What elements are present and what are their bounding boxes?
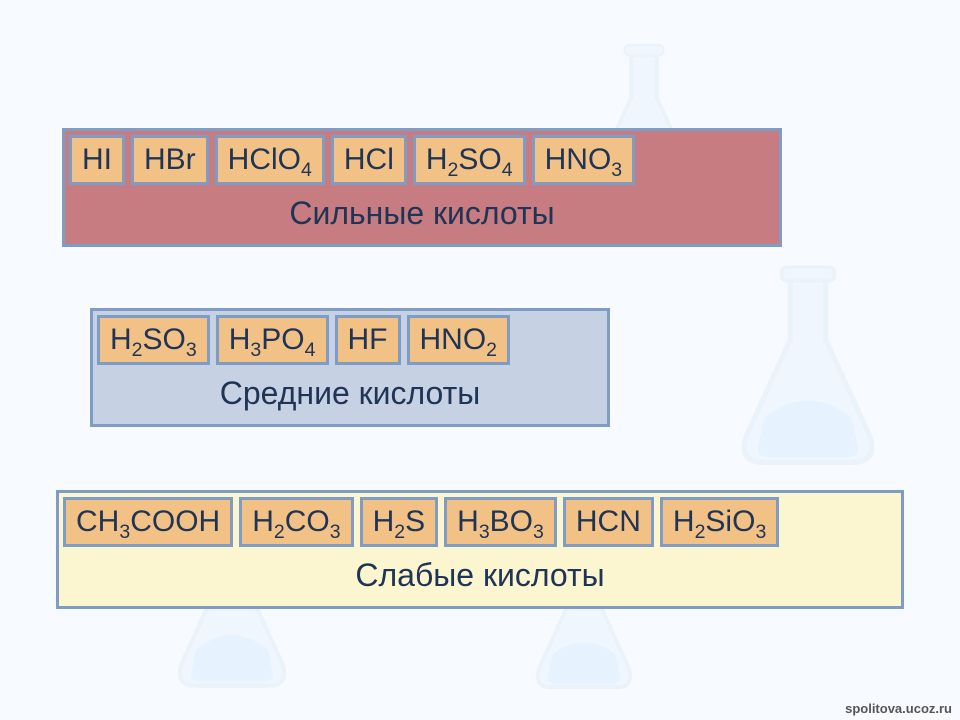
group-label: Средние кислоты [93,365,607,424]
formula-cell: HI [69,135,125,185]
acid-group-strong: HIHBrHClO4HClH2SO4HNO3Сильные кислоты [62,128,782,247]
formula-cell: HBr [131,135,209,185]
formula-cell: H2SO4 [413,135,526,185]
formula-cell: H2CO3 [239,497,353,547]
page-root: HIHBrHClO4HClH2SO4HNO3Сильные кислотыH2S… [0,0,960,720]
formula-row: HIHBrHClO4HClH2SO4HNO3 [65,131,779,185]
group-label: Сильные кислоты [65,185,779,244]
formula-row: CH3COOHH2CO3H2SH3BO3HCNH2SiO3 [59,493,901,547]
acid-group-weak: CH3COOHH2CO3H2SH3BO3HCNH2SiO3Слабые кисл… [56,490,904,609]
formula-cell: H2SiO3 [660,497,779,547]
acid-group-medium: H2SO3H3PO4HFHNO2Средние кислоты [90,308,610,427]
formula-cell: H2SO3 [97,315,210,365]
group-label: Слабые кислоты [59,547,901,606]
formula-cell: HCN [563,497,654,547]
formula-cell: H3PO4 [216,315,329,365]
formula-cell: H3BO3 [444,497,557,547]
formula-cell: CH3COOH [63,497,233,547]
background-flask-icon [720,260,896,476]
formula-cell: HF [335,315,401,365]
formula-cell: HClO4 [215,135,325,185]
formula-cell: HNO3 [532,135,636,185]
formula-row: H2SO3H3PO4HFHNO2 [93,311,607,365]
formula-cell: HCl [331,135,407,185]
watermark-text: spolitova.ucoz.ru [845,701,952,716]
formula-cell: H2S [360,497,439,547]
formula-cell: HNO2 [407,315,511,365]
